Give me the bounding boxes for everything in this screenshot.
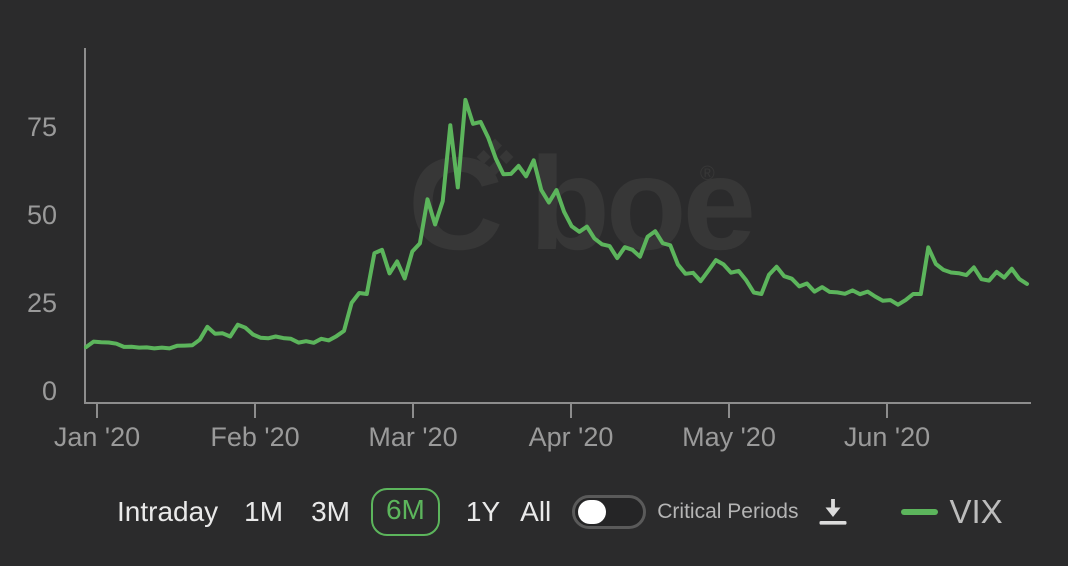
legend-line-swatch [901,509,939,515]
download-icon [819,499,847,525]
x-axis-label: Mar '20 [368,422,457,452]
legend-vix-label: VIX [949,493,1003,530]
registered-mark: ® [700,163,715,185]
range-6m[interactable]: 6M [370,488,440,536]
vix-line-series [84,97,1029,351]
range-3m[interactable]: 3M [311,496,350,527]
x-axis-label: Jun '20 [844,422,930,452]
x-axis-label: Jan '20 [54,422,140,452]
range-1m[interactable]: 1M [244,496,284,527]
chart-controls: Intraday 1M 3M 6M 1Y All Critical Period… [0,488,1068,536]
critical-periods-label: Critical Periods [657,500,799,523]
range-all[interactable]: All [520,496,552,527]
vix-line-chart: Jan '20 Feb '20 Mar '20 Apr '20 May '20 Jun '… [27,48,1031,452]
y-axis-label: 75 [27,112,57,142]
y-axis-label: 0 [42,376,57,406]
download-button[interactable] [818,496,848,528]
x-axis-label: May '20 [682,422,776,452]
range-intraday[interactable]: Intraday [117,496,219,527]
critical-periods-toggle[interactable] [572,495,647,529]
legend-vix[interactable]: VIX [901,493,1003,531]
x-axis-label: Feb '20 [210,422,299,452]
y-axis-label: 25 [27,288,57,318]
toggle-knob [578,500,607,524]
axis-lines [84,48,1031,404]
x-axis-label: Apr '20 [529,422,614,452]
y-axis-label: 50 [27,200,57,230]
range-1y[interactable]: 1Y [465,496,501,527]
